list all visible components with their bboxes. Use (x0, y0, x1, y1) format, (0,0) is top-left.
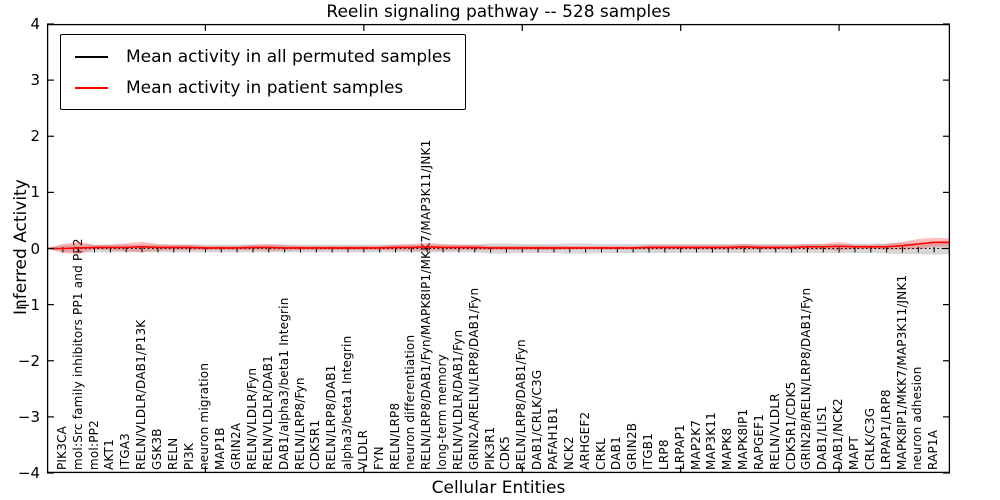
legend-item-label: Mean activity in all permuted samples (126, 46, 452, 67)
x-tick-label: DAB1/NCK2 (831, 398, 846, 470)
x-tick-label: RELN/LRP8/DAB1/Fyn (514, 339, 529, 470)
x-tick-label: RELN/VLDLR/Fyn (244, 367, 259, 470)
x-tick-label: GRIN2B/RELN/LRP8/DAB1/Fyn (799, 287, 814, 470)
x-tick-label: DAB1/CRLK/C3G (530, 369, 545, 470)
x-tick-label: RELN/LRP8/DAB1 (324, 364, 339, 470)
legend-line-sample-icon (75, 55, 108, 58)
x-tick-label: GSK3B (149, 428, 164, 470)
y-tick-label: 0 (30, 239, 40, 258)
y-tick-label: 2 (30, 127, 40, 146)
x-tick-label: RELN/LRP8/Fyn (292, 377, 307, 470)
legend-item: Mean activity in patient samples (71, 72, 451, 103)
x-tick-label: CRLK/C3G (862, 407, 877, 470)
y-tick-label: −3 (17, 407, 40, 426)
x-tick-label: MAP3K11 (704, 412, 719, 470)
y-tick-label: 1 (30, 183, 40, 202)
y-tick-label: −4 (17, 464, 40, 482)
x-tick-label: mol:PP2 (86, 420, 101, 470)
x-tick-label: CDK5 (498, 436, 513, 470)
x-tick-label: GRIN2B (625, 422, 640, 470)
x-tick-label: DAB1 (609, 436, 624, 470)
y-tick-label: −2 (17, 351, 40, 370)
x-tick-label: MAP1B (213, 427, 228, 470)
x-tick-label: PIK3CA (54, 425, 69, 470)
x-tick-label: FYN (371, 446, 386, 470)
x-tick-label: RELN/LRP8/DAB1/Fyn/MAPK8IP1/MKK7/MAP3K11… (419, 139, 434, 470)
x-tick-label: long-term memory (435, 354, 450, 470)
x-tick-label: PAFAH1B1 (545, 407, 560, 470)
x-tick-label: neuron differentiation (403, 334, 418, 470)
x-tick-label: RELN/VLDLR/DAB1/P13K (134, 319, 149, 470)
legend-item-label: Mean activity in patient samples (126, 77, 404, 98)
x-tick-label: MAPK8IP1/MKK7/MAP3K11/JNK1 (894, 274, 909, 470)
legend-line-sample-icon (75, 86, 108, 89)
x-tick-label: NCK2 (561, 436, 576, 470)
x-tick-label: LRPAP1 (672, 424, 687, 470)
x-tick-label: LRP8 (656, 439, 671, 470)
x-tick-label: AKT1 (102, 439, 117, 470)
x-tick-label: VLDLR (355, 429, 370, 470)
x-tick-label: alpha3/beta1 Integrin (340, 335, 354, 470)
legend: Mean activity in all permuted samples Mea… (60, 34, 467, 110)
x-tick-label: neuron adhesion (910, 366, 925, 470)
x-tick-label: PIK3R1 (482, 426, 497, 470)
y-tick-label: 3 (30, 71, 40, 90)
x-tick-label: MAPK8IP1 (736, 408, 751, 470)
x-tick-label: MAPK8 (720, 427, 735, 470)
y-tick-label: 4 (30, 15, 40, 33)
x-tick-label: PI3K (181, 442, 196, 470)
x-tick-label: RELN (165, 437, 180, 470)
x-tick-label: DAB1/LIS1 (815, 405, 830, 470)
x-tick-label: RAPGEF1 (751, 413, 766, 470)
x-tick-label: CDK5R1/CDK5 (783, 381, 798, 470)
x-tick-label: ITGA3 (118, 432, 133, 470)
x-tick-label: RELN/VLDLR/DAB1 (260, 355, 275, 470)
x-tick-label: GRIN2A (229, 422, 244, 470)
x-tick-label: RELN/VLDLR/DAB1/Fyn (450, 329, 465, 470)
plot-area: PIK3CA mol:Src family inhibitors PP1 and … (46, 23, 951, 474)
x-tick-label: mol:Src family inhibitors PP1 and PP2 (70, 238, 85, 470)
x-axis-label: Cellular Entities (431, 478, 566, 498)
x-tick-label: ITGB1 (641, 432, 655, 470)
x-tick-label: GRIN2A/RELN/LRP8/DAB1/Fyn (466, 287, 481, 470)
x-tick-label: LRPAP1/LRP8 (878, 389, 893, 470)
x-tick-label: CDK5R1 (308, 419, 323, 470)
x-tick-label: RELN/VLDLR (767, 393, 782, 470)
x-tick-label: neuron migration (197, 362, 212, 470)
chart-title: Reelin signaling pathway -- 528 samples (326, 2, 671, 22)
x-tick-label: DAB1/alpha3/beta1 Integrin (276, 297, 291, 470)
x-tick-label: RELN/LRP8 (387, 402, 402, 470)
legend-item: Mean activity in all permuted samples (71, 41, 451, 72)
y-tick-label: −1 (17, 295, 40, 314)
x-tick-label: MAP2K7 (688, 419, 703, 470)
x-tick-label: CRKL (593, 437, 608, 470)
x-tick-label: MAPT (846, 436, 861, 470)
x-tick-label: ARHGEF2 (577, 411, 592, 470)
x-tick-label: RAP1A (926, 429, 941, 470)
